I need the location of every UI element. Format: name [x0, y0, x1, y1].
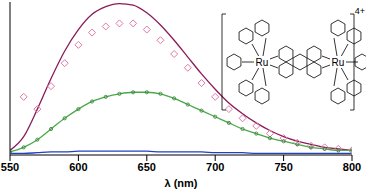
svg-text:700: 700 [206, 161, 224, 173]
svg-text:600: 600 [69, 161, 87, 173]
svg-text:Ru: Ru [256, 57, 269, 68]
svg-text:750: 750 [274, 161, 292, 173]
svg-text:4+: 4+ [355, 6, 358, 16]
svg-text:λ (nm): λ (nm) [165, 177, 198, 189]
svg-text:650: 650 [138, 161, 156, 173]
svg-text:Ru: Ru [332, 57, 345, 68]
svg-text:800: 800 [343, 161, 358, 173]
svg-text:550: 550 [8, 161, 19, 173]
